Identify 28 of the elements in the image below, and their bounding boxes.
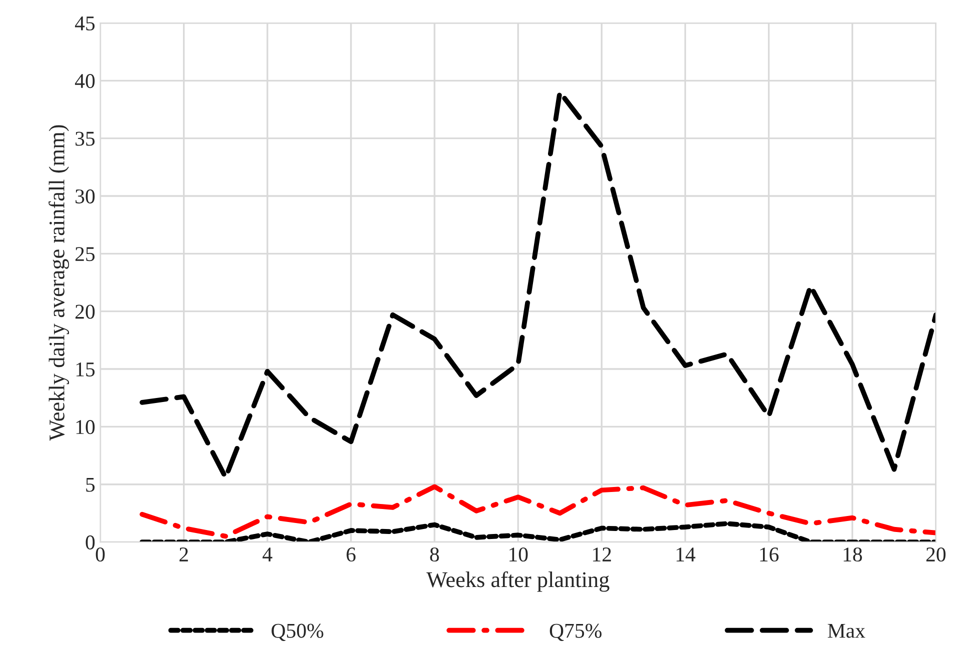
y-tick-label: 45: [74, 16, 95, 30]
line-series: [140, 521, 936, 542]
x-tick-label: 8: [430, 547, 439, 562]
y-tick-label: 10: [76, 420, 95, 434]
x-tick-label: 4: [262, 548, 272, 562]
x-tick-label: 0: [96, 547, 105, 562]
x-tick-label: 14: [676, 548, 696, 562]
y-tick-label: 35: [76, 132, 95, 146]
x-tick-label: 16: [760, 548, 779, 562]
x-tick-label: 18: [844, 547, 862, 562]
y-tick-label: 25: [75, 247, 95, 262]
x-tick-label: 2: [180, 548, 188, 562]
line-series: [140, 484, 936, 539]
legend-label: Max: [828, 624, 866, 638]
y-tick-label: 0: [86, 535, 95, 550]
x-tick-label: 10: [510, 547, 528, 562]
y-tick-label: 40: [74, 74, 95, 88]
y-axis-title: Weekly daily average rainfall (mm): [48, 125, 70, 441]
x-axis-title: Weeks after planting: [426, 571, 610, 592]
y-tick-label: 30: [76, 189, 95, 204]
y-tick-label: 5: [86, 478, 95, 492]
legend-label: Q50%: [272, 624, 324, 642]
x-tick-label: 12: [593, 548, 611, 562]
x-tick-label: 20: [926, 547, 946, 562]
y-tick-label: 15: [76, 362, 95, 376]
legend-label: Q75%: [550, 624, 602, 642]
y-tick-label: 20: [75, 304, 95, 319]
x-tick-label: 6: [346, 548, 356, 562]
